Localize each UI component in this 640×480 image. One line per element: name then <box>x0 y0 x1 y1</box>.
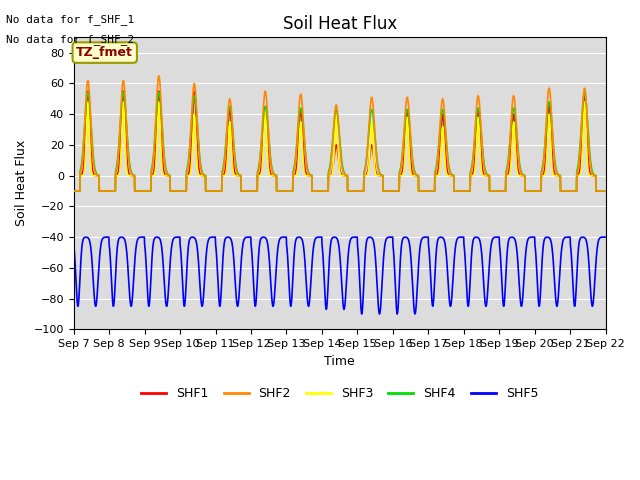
Y-axis label: Soil Heat Flux: Soil Heat Flux <box>15 140 28 227</box>
Text: No data for f_SHF_2: No data for f_SHF_2 <box>6 34 134 45</box>
Text: TZ_fmet: TZ_fmet <box>76 46 133 59</box>
Title: Soil Heat Flux: Soil Heat Flux <box>282 15 397 33</box>
Text: No data for f_SHF_1: No data for f_SHF_1 <box>6 14 134 25</box>
Legend: SHF1, SHF2, SHF3, SHF4, SHF5: SHF1, SHF2, SHF3, SHF4, SHF5 <box>136 382 543 405</box>
X-axis label: Time: Time <box>324 355 355 368</box>
